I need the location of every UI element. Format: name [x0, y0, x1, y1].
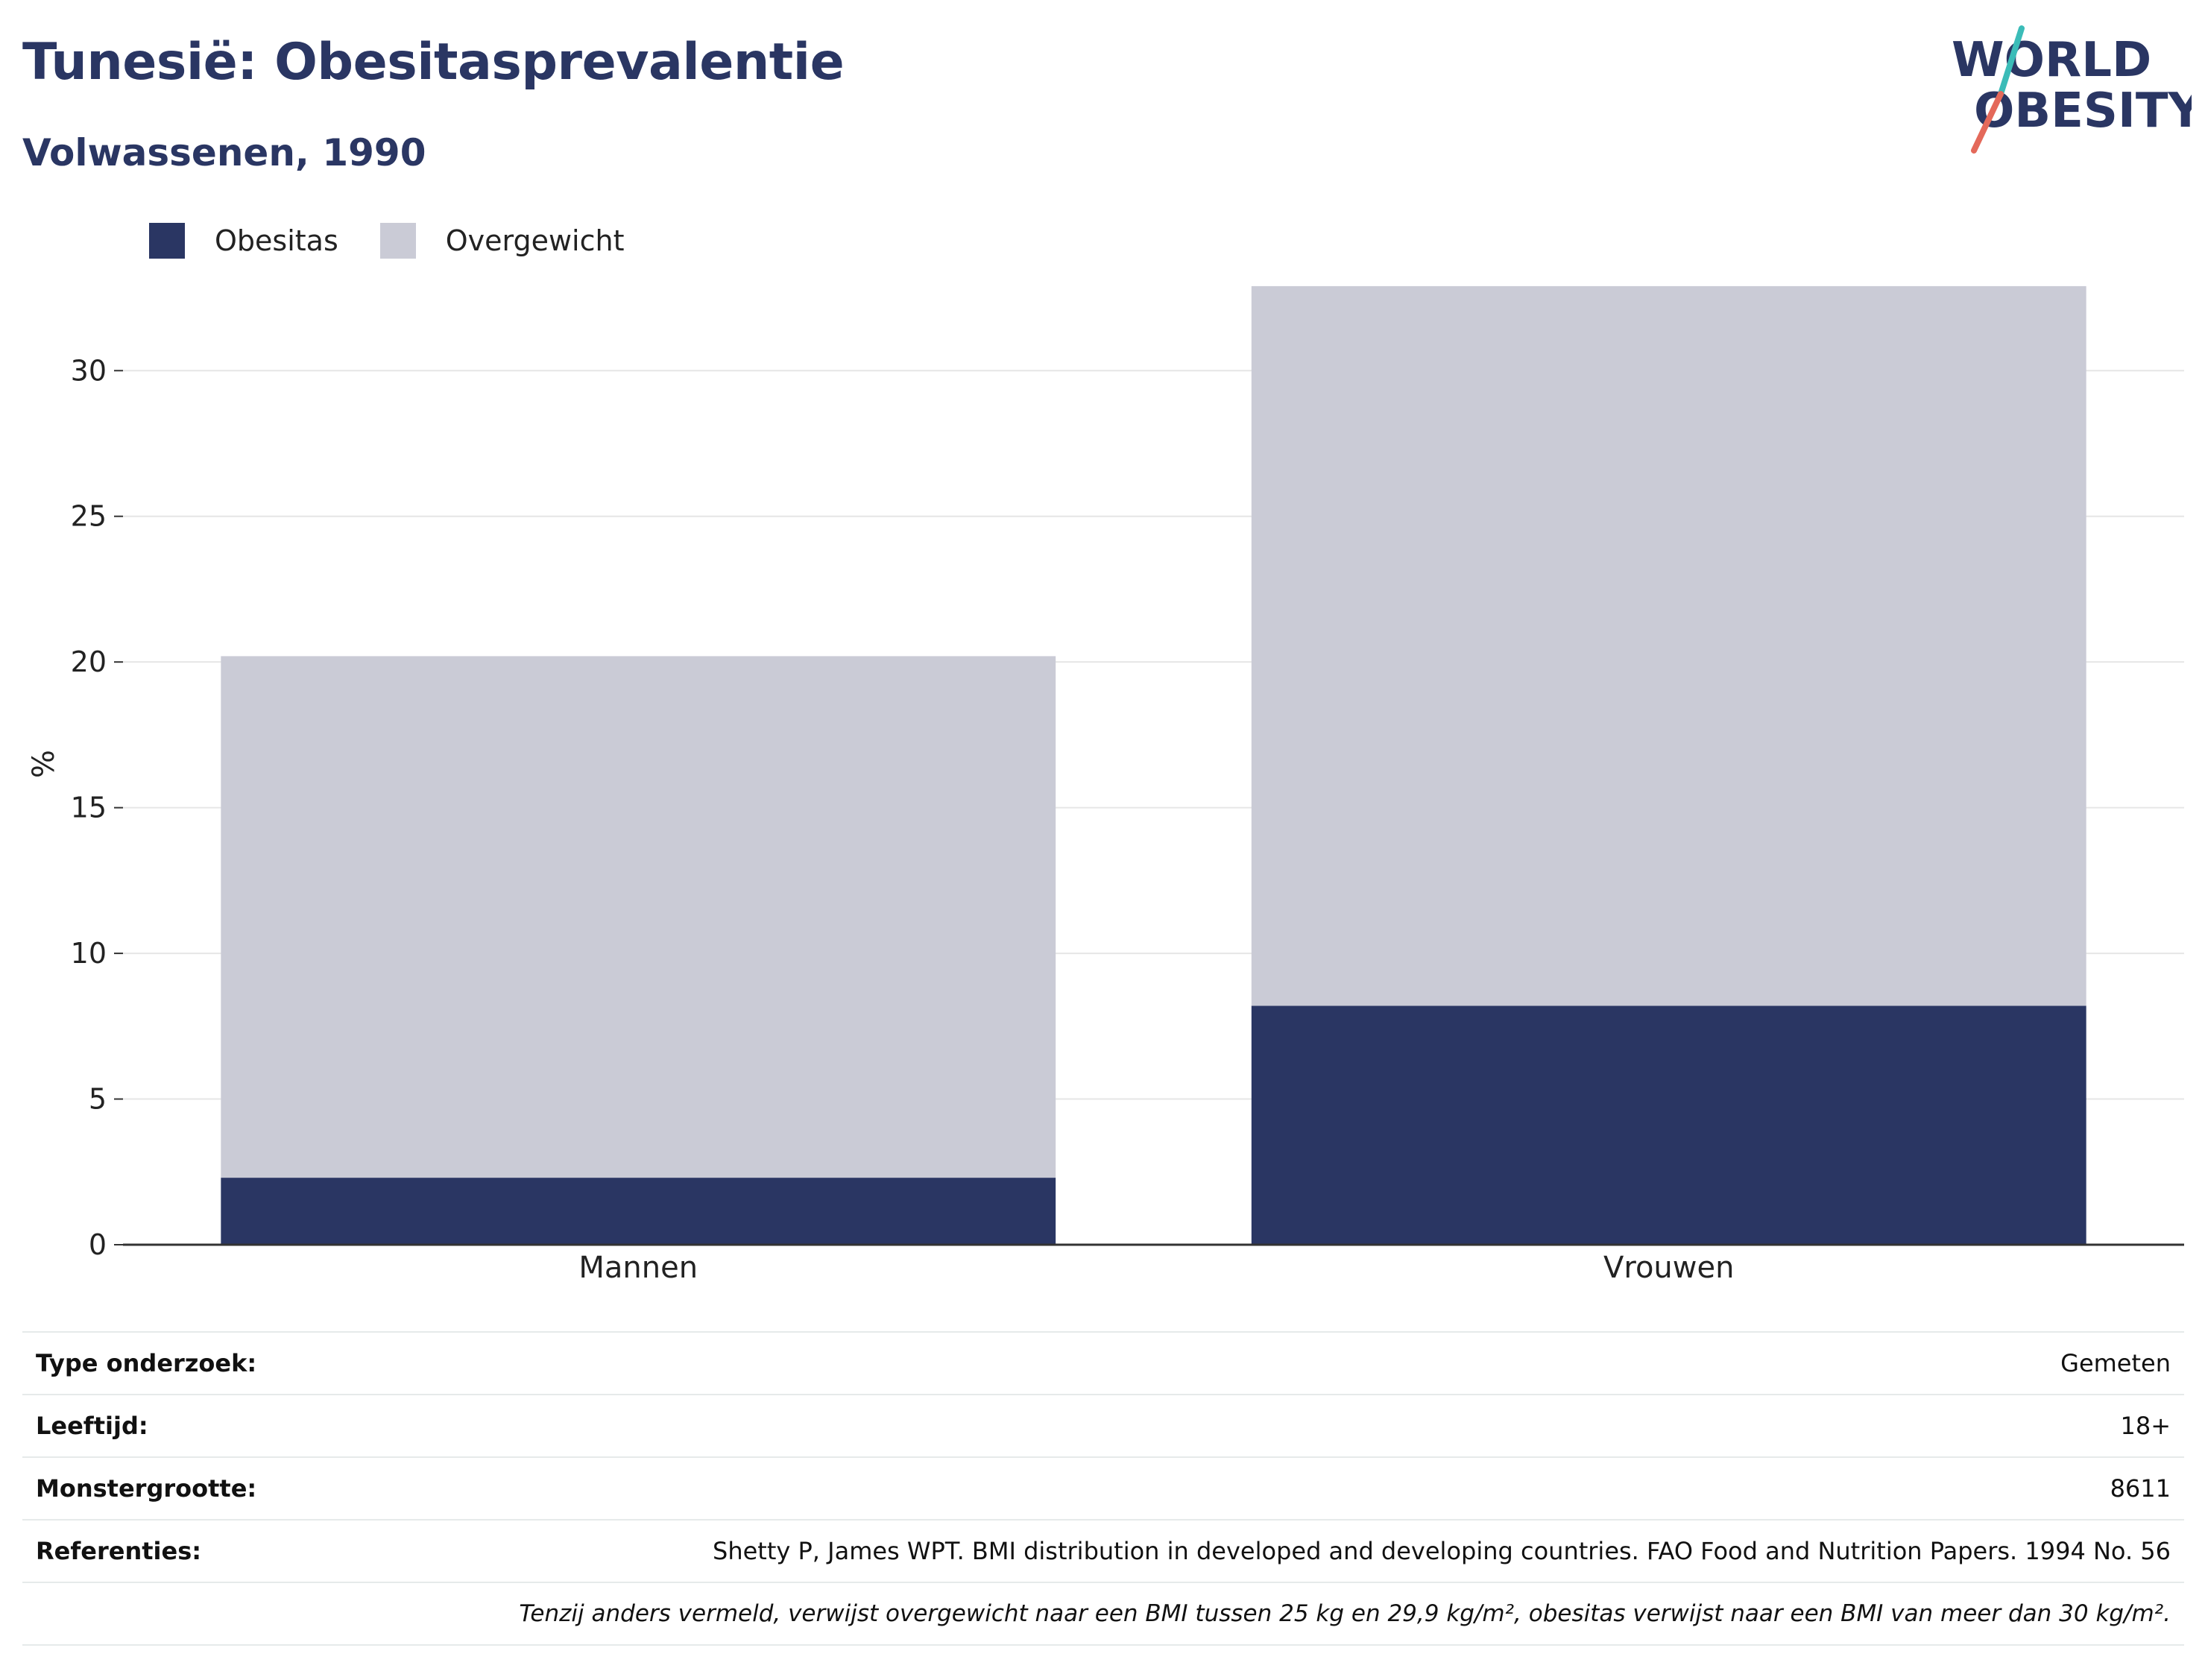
legend-item-overgewicht: Overgewicht: [379, 223, 625, 259]
bar-overgewicht-vrouwen: [1251, 285, 2086, 1006]
legend-item-obesitas: Obesitas: [149, 223, 338, 259]
logo-slash-red: [1971, 91, 2004, 154]
y-tick-label: 25: [71, 500, 107, 533]
info-note: Tenzij anders vermeld, verwijst overgewi…: [22, 1582, 2184, 1646]
bar-overgewicht-mannen: [221, 656, 1056, 1178]
y-tick-label: 5: [89, 1083, 107, 1116]
bar-chart: 0 5 10 15 20 25 30% Mannen Vrouwen: [27, 285, 2184, 1285]
chart-legend: Obesitas Overgewicht: [149, 222, 666, 259]
info-label-references: Referenties:: [22, 1519, 332, 1582]
info-row-references: Referenties: Shetty P, James WPT. BMI di…: [22, 1519, 2184, 1582]
info-label-sample: Monstergrootte:: [22, 1456, 332, 1520]
world-obesity-logo: WORLD OBESITY: [1952, 25, 2192, 154]
info-table: Type onderzoek: Gemeten Leeftijd: 18+ Mo…: [22, 1331, 2184, 1646]
info-value-type: Gemeten: [331, 1331, 2184, 1395]
info-label-age: Leeftijd:: [22, 1394, 332, 1457]
info-row-age: Leeftijd: 18+: [22, 1394, 2184, 1457]
y-tick-label: 15: [71, 792, 107, 824]
logo-line-2: OBESITY: [1974, 83, 2192, 139]
bar-obesitas-mannen: [221, 1178, 1056, 1245]
info-row-note: Tenzij anders vermeld, verwijst overgewi…: [22, 1582, 2184, 1646]
y-axis-label: %: [27, 750, 61, 778]
info-row-sample: Monstergrootte: 8611: [22, 1456, 2184, 1520]
logo-line-1: WORLD: [1952, 33, 2151, 88]
y-tick-label: 10: [71, 937, 107, 970]
info-label-type: Type onderzoek:: [22, 1331, 332, 1395]
x-tick-label: Vrouwen: [1603, 1251, 1734, 1285]
legend-swatch-overgewicht: [379, 223, 416, 259]
x-tick-label: Mannen: [578, 1251, 698, 1285]
info-value-references: Shetty P, James WPT. BMI distribution in…: [331, 1519, 2184, 1582]
bar-obesitas-vrouwen: [1251, 1005, 2086, 1245]
legend-label-obesitas: Obesitas: [215, 224, 338, 257]
info-value-age: 18+: [331, 1394, 2184, 1457]
page-subtitle: Volwassenen, 1990: [22, 131, 426, 174]
legend-label-overgewicht: Overgewicht: [445, 224, 625, 257]
info-row-type: Type onderzoek: Gemeten: [22, 1331, 2184, 1395]
info-value-sample: 8611: [331, 1456, 2184, 1520]
y-tick-label: 30: [71, 354, 107, 387]
logo-slash-teal: [1998, 25, 2025, 97]
legend-swatch-obesitas: [149, 223, 185, 259]
y-tick-label: 20: [71, 645, 107, 678]
y-tick-label: 0: [89, 1228, 107, 1261]
page-title: Tunesië: Obesitasprevalentie: [22, 33, 845, 92]
